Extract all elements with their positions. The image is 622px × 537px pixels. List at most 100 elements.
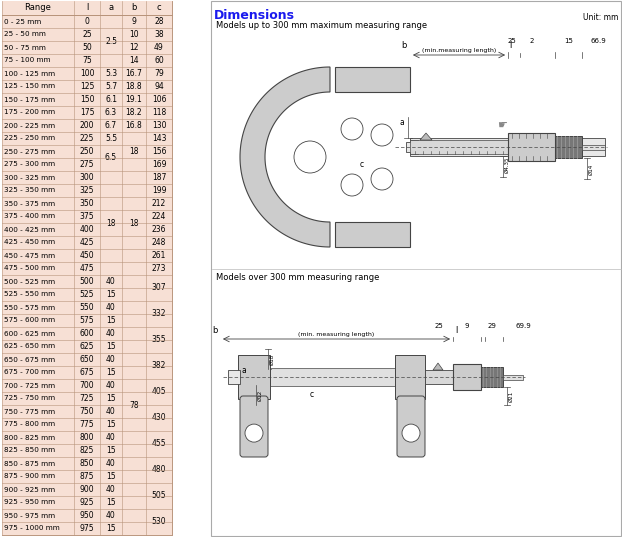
Text: 450 - 475 mm: 450 - 475 mm [4, 252, 55, 258]
Bar [2, 431, 172, 444]
Text: 199: 199 [152, 186, 166, 195]
Text: 40: 40 [106, 303, 116, 312]
Text: 575: 575 [80, 316, 95, 325]
Bar [270, 368, 395, 386]
Text: 29: 29 [488, 323, 496, 329]
Text: 250: 250 [80, 147, 95, 156]
Text: 0: 0 [85, 17, 90, 26]
Text: 94: 94 [154, 82, 164, 91]
FancyBboxPatch shape [397, 396, 425, 457]
Bar [2, 119, 172, 132]
Text: 25 - 50 mm: 25 - 50 mm [4, 32, 46, 38]
Text: 625: 625 [80, 342, 95, 351]
Text: 275: 275 [80, 160, 95, 169]
Text: 950: 950 [80, 511, 95, 520]
Bar [555, 136, 582, 158]
Circle shape [371, 124, 393, 146]
Text: 18: 18 [129, 147, 139, 156]
Text: 900 - 925 mm: 900 - 925 mm [4, 487, 55, 492]
Text: 350: 350 [80, 199, 95, 208]
Bar [2, 54, 172, 67]
Text: 15: 15 [106, 420, 116, 429]
Text: 18.2: 18.2 [126, 108, 142, 117]
Text: 25: 25 [435, 323, 443, 329]
Bar [2, 509, 172, 522]
Text: 18.8: 18.8 [126, 82, 142, 91]
Text: 15: 15 [106, 368, 116, 377]
Text: 800: 800 [80, 433, 95, 442]
Bar [2, 379, 172, 392]
Text: 143: 143 [152, 134, 166, 143]
Text: 5.5: 5.5 [105, 134, 117, 143]
Text: 169: 169 [152, 160, 166, 169]
Bar [100, 171, 122, 275]
Text: 675 - 700 mm: 675 - 700 mm [4, 369, 55, 375]
Bar [2, 132, 172, 145]
Text: 400 - 425 mm: 400 - 425 mm [4, 227, 55, 233]
Text: 15: 15 [106, 498, 116, 507]
Text: 475 - 500 mm: 475 - 500 mm [4, 265, 55, 272]
Text: 2: 2 [529, 38, 534, 44]
Text: 475: 475 [80, 264, 95, 273]
Text: 375: 375 [80, 212, 95, 221]
Bar [2, 236, 172, 249]
Text: 300: 300 [80, 173, 95, 182]
Text: Ø18: Ø18 [270, 353, 275, 365]
Text: 875 - 900 mm: 875 - 900 mm [4, 474, 55, 480]
Text: 325 - 350 mm: 325 - 350 mm [4, 187, 55, 193]
Text: 40: 40 [106, 329, 116, 338]
Bar [2, 197, 172, 210]
Text: 19.1: 19.1 [126, 95, 142, 104]
Text: 750: 750 [80, 407, 95, 416]
Text: 850 - 875 mm: 850 - 875 mm [4, 461, 55, 467]
Bar [2, 93, 172, 106]
Bar [2, 223, 172, 236]
Bar [2, 106, 172, 119]
Bar [406, 142, 411, 152]
Text: 25: 25 [82, 30, 92, 39]
Bar [2, 522, 172, 535]
Bar [2, 67, 172, 80]
Text: 50 - 75 mm: 50 - 75 mm [4, 45, 46, 50]
Text: Ø12: Ø12 [258, 389, 263, 401]
Polygon shape [433, 363, 443, 370]
Text: 78: 78 [129, 401, 139, 410]
Text: 69.9: 69.9 [515, 323, 531, 329]
Text: 307: 307 [152, 284, 166, 293]
Text: 900: 900 [80, 485, 95, 494]
Text: 224: 224 [152, 212, 166, 221]
Text: 15: 15 [106, 342, 116, 351]
Text: 38: 38 [154, 30, 164, 39]
Text: 875: 875 [80, 472, 95, 481]
Text: 325: 325 [80, 186, 95, 195]
Bar [2, 41, 172, 54]
Text: 40: 40 [106, 433, 116, 442]
Text: 500 - 525 mm: 500 - 525 mm [4, 279, 55, 285]
Bar [100, 145, 122, 171]
Bar [2, 470, 172, 483]
Text: 125 - 150 mm: 125 - 150 mm [4, 83, 55, 90]
Text: 16.7: 16.7 [126, 69, 142, 78]
Text: 775: 775 [80, 420, 95, 429]
Text: 500: 500 [80, 277, 95, 286]
Text: a: a [241, 366, 246, 375]
Circle shape [402, 424, 420, 442]
Bar [508, 133, 555, 161]
Text: 405: 405 [152, 388, 166, 396]
Text: 525 - 550 mm: 525 - 550 mm [4, 292, 55, 297]
Text: 28: 28 [154, 17, 164, 26]
Text: c: c [157, 4, 161, 12]
Text: 725 - 750 mm: 725 - 750 mm [4, 395, 55, 402]
Text: 825: 825 [80, 446, 94, 455]
Text: 150 - 175 mm: 150 - 175 mm [4, 97, 55, 103]
Bar [122, 275, 146, 535]
Text: 273: 273 [152, 264, 166, 273]
Text: 156: 156 [152, 147, 166, 156]
Text: ☛: ☛ [497, 120, 507, 130]
Circle shape [371, 168, 393, 190]
Text: 750 - 775 mm: 750 - 775 mm [4, 409, 55, 415]
Text: 40: 40 [106, 355, 116, 364]
Text: 300 - 325 mm: 300 - 325 mm [4, 175, 55, 180]
Bar [2, 262, 172, 275]
Text: 79: 79 [154, 69, 164, 78]
